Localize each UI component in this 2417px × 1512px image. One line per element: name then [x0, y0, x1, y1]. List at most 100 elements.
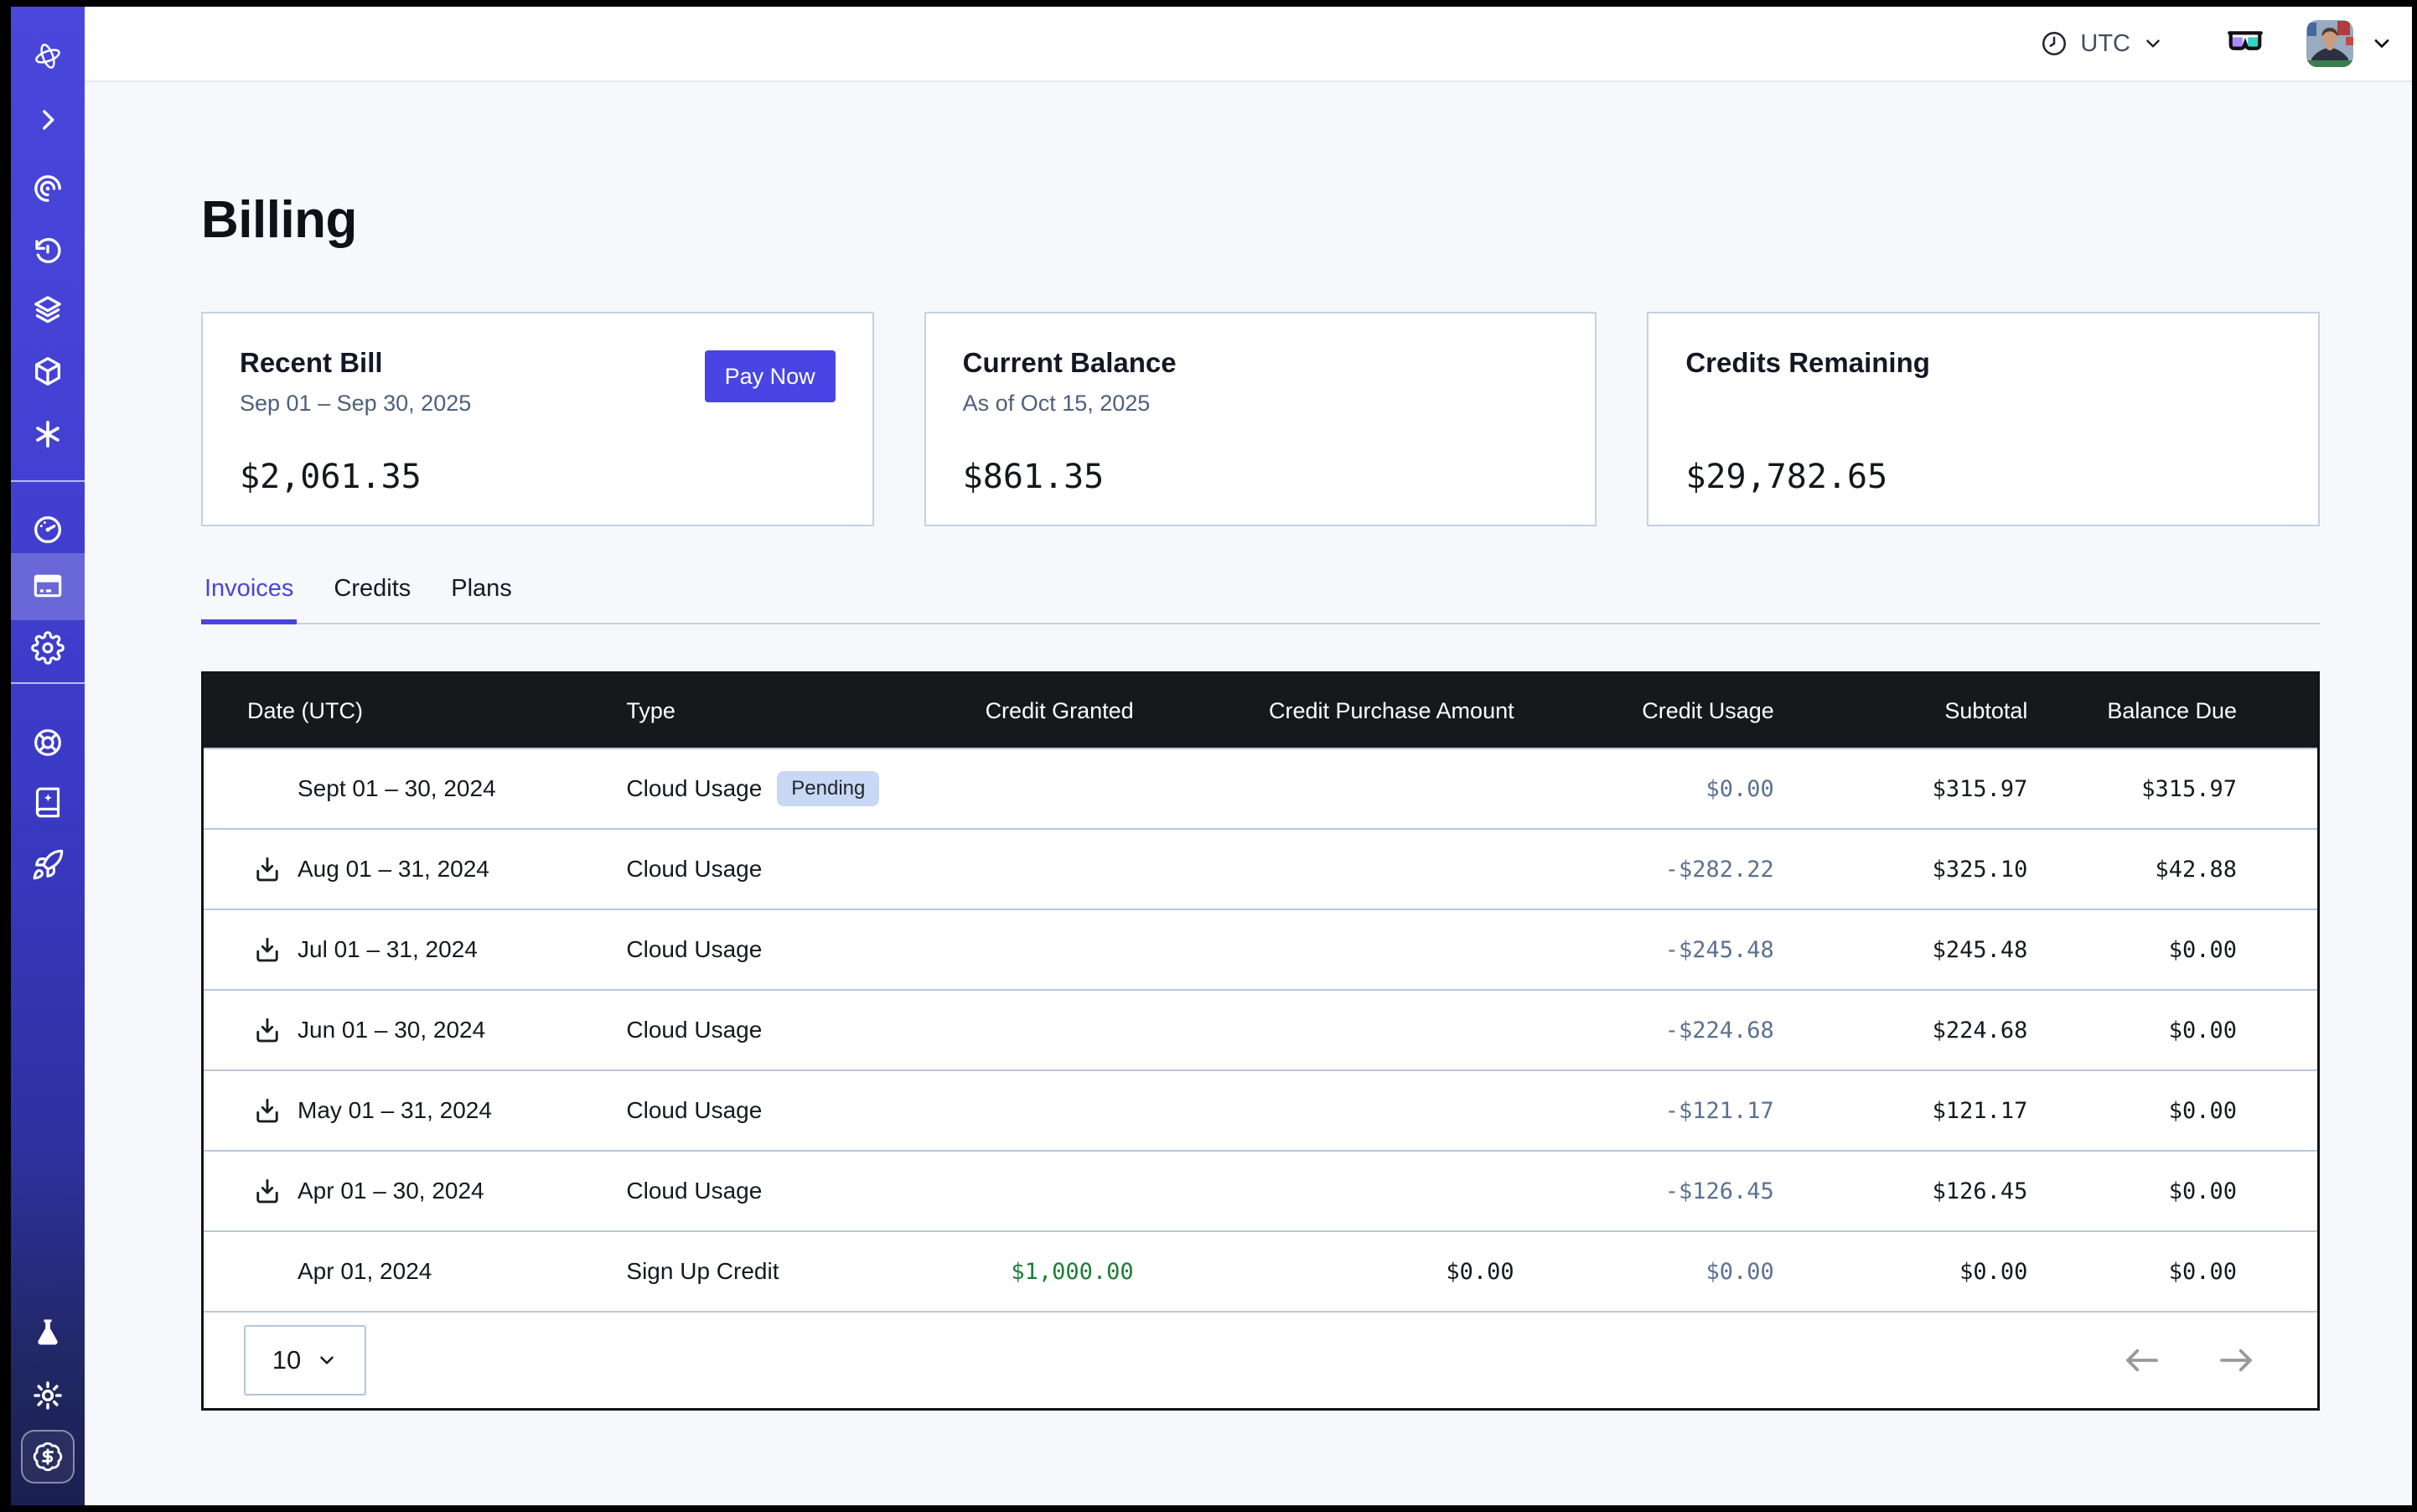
- cell-date: May 01 – 31, 2024: [204, 1070, 626, 1151]
- cell-credit-usage: $0.00: [1514, 748, 1774, 829]
- app-window: UTC: [0, 0, 2417, 1512]
- cell-credit-purchase-amount: [1134, 909, 1514, 990]
- card-title: Current Balance: [963, 347, 1559, 379]
- invoices-table: Date (UTC)TypeCredit GrantedCredit Purch…: [201, 671, 2320, 1411]
- next-page-arrow[interactable]: [2217, 1346, 2255, 1375]
- cell-date: Apr 01 – 30, 2024: [204, 1151, 626, 1231]
- column-header: Type: [626, 674, 880, 748]
- logo-icon[interactable]: [31, 39, 65, 73]
- previous-page-arrow[interactable]: [2123, 1346, 2161, 1375]
- brightness-sun-icon[interactable]: [31, 1379, 65, 1412]
- invoice-date: Sept 01 – 30, 2024: [298, 775, 496, 802]
- card-title: Credits Remaining: [1685, 347, 2281, 379]
- sidebar-divider: [11, 480, 85, 482]
- download-invoice-icon[interactable]: [252, 1176, 282, 1206]
- invoice-date: Apr 01 – 30, 2024: [298, 1178, 484, 1204]
- cell-balance-due: $0.00: [2027, 1151, 2317, 1231]
- gauge-icon[interactable]: [31, 513, 65, 546]
- column-header: Subtotal: [1774, 674, 2028, 748]
- invoice-type: Cloud Usage: [626, 1017, 762, 1043]
- invoice-row: Aug 01 – 31, 2024Cloud Usage-$282.22$325…: [204, 829, 2317, 909]
- support-wheel-icon[interactable]: [31, 726, 65, 759]
- invoice-type: Cloud Usage: [626, 856, 762, 882]
- billing-card-icon[interactable]: [31, 569, 65, 603]
- download-invoice-icon[interactable]: [252, 1015, 282, 1045]
- rocket-icon[interactable]: [31, 848, 65, 882]
- invoice-type: Cloud Usage: [626, 775, 762, 801]
- chevron-down-icon: [2142, 33, 2164, 54]
- sidebar: [11, 7, 85, 1505]
- settings-gear-icon[interactable]: [31, 631, 65, 665]
- cell-type: Sign Up Credit: [626, 1231, 880, 1311]
- cell-subtotal: $315.97: [1774, 748, 2028, 829]
- cube-icon[interactable]: [31, 355, 65, 388]
- cell-balance-due: $42.88: [2027, 829, 2317, 909]
- history-icon[interactable]: [31, 235, 65, 268]
- cell-type: Cloud Usage: [626, 1151, 880, 1231]
- cell-credit-purchase-amount: $0.00: [1134, 1231, 1514, 1311]
- cell-subtotal: $121.17: [1774, 1070, 2028, 1151]
- cell-credit-granted: $1,000.00: [880, 1231, 1134, 1311]
- timezone-selector[interactable]: UTC: [2040, 29, 2164, 58]
- recent-bill-card: Recent Bill Sep 01 – Sep 30, 2025 Pay No…: [201, 312, 874, 526]
- tab-plans[interactable]: Plans: [448, 575, 515, 623]
- download-invoice-icon[interactable]: [252, 935, 282, 965]
- observe-icon[interactable]: [31, 172, 65, 205]
- table-header-row: Date (UTC)TypeCredit GrantedCredit Purch…: [204, 674, 2317, 748]
- pay-now-button[interactable]: Pay Now: [705, 350, 836, 402]
- invoice-row: Jul 01 – 31, 2024Cloud Usage-$245.48$245…: [204, 909, 2317, 990]
- layers-icon[interactable]: [31, 293, 65, 327]
- table-body: Sept 01 – 30, 2024Cloud UsagePending$0.0…: [204, 748, 2317, 1311]
- tab-invoices[interactable]: Invoices: [201, 575, 297, 623]
- cell-credit-usage: -$282.22: [1514, 829, 1774, 909]
- card-title: Recent Bill: [240, 347, 471, 379]
- cell-balance-due: $315.97: [2027, 748, 2317, 829]
- credits-badge-button[interactable]: [21, 1430, 75, 1484]
- column-header: Credit Purchase Amount: [1134, 674, 1514, 748]
- credits-remaining-card: Credits Remaining $29,782.65: [1647, 312, 2320, 526]
- page-size-select[interactable]: 10: [244, 1325, 366, 1395]
- 3d-glasses-icon[interactable]: [2226, 30, 2264, 57]
- icon-spacer: [252, 1256, 282, 1287]
- page-size-value: 10: [272, 1345, 301, 1375]
- chevron-right-icon[interactable]: [34, 106, 62, 134]
- cell-credit-usage: -$245.48: [1514, 909, 1774, 990]
- invoice-row: Sept 01 – 30, 2024Cloud UsagePending$0.0…: [204, 748, 2317, 829]
- cell-date: Apr 01, 2024: [204, 1231, 626, 1311]
- invoice-type: Sign Up Credit: [626, 1258, 779, 1284]
- page-title: Billing: [201, 189, 2320, 251]
- cell-credit-purchase-amount: [1134, 1151, 1514, 1231]
- invoice-date: Aug 01 – 31, 2024: [298, 856, 489, 883]
- main-content: Billing Recent Bill Sep 01 – Sep 30, 202…: [85, 84, 2412, 1505]
- cell-credit-purchase-amount: [1134, 1070, 1514, 1151]
- cell-credit-granted: [880, 748, 1134, 829]
- invoice-row: Apr 01, 2024Sign Up Credit$1,000.00$0.00…: [204, 1231, 2317, 1311]
- summary-cards: Recent Bill Sep 01 – Sep 30, 2025 Pay No…: [201, 312, 2320, 526]
- cell-credit-granted: [880, 990, 1134, 1070]
- balance-as-of: As of Oct 15, 2025: [963, 391, 1559, 417]
- tab-credits[interactable]: Credits: [330, 575, 414, 623]
- current-balance-amount: $861.35: [963, 458, 1559, 496]
- download-invoice-icon[interactable]: [252, 854, 282, 884]
- invoice-type: Cloud Usage: [626, 1097, 762, 1123]
- billing-tabs: Invoices Credits Plans: [201, 575, 2320, 624]
- cell-credit-granted: [880, 1070, 1134, 1151]
- user-menu[interactable]: [2306, 20, 2394, 67]
- cell-date: Jun 01 – 30, 2024: [204, 990, 626, 1070]
- cell-type: Cloud Usage: [626, 909, 880, 990]
- cell-credit-usage: -$121.17: [1514, 1070, 1774, 1151]
- clock-icon: [2040, 29, 2068, 58]
- download-invoice-icon[interactable]: [252, 1095, 282, 1126]
- cell-type: Cloud Usage: [626, 829, 880, 909]
- asterisk-icon[interactable]: [31, 417, 65, 451]
- cell-subtotal: $245.48: [1774, 909, 2028, 990]
- docs-book-icon[interactable]: [31, 785, 65, 819]
- flask-icon[interactable]: [31, 1317, 65, 1350]
- cell-type: Cloud Usage: [626, 1070, 880, 1151]
- cell-balance-due: $0.00: [2027, 1070, 2317, 1151]
- invoice-date: May 01 – 31, 2024: [298, 1097, 492, 1124]
- invoice-row: May 01 – 31, 2024 Cloud Usage -$121.17$121…: [204, 1070, 2317, 1151]
- cell-balance-due: $0.00: [2027, 1231, 2317, 1311]
- cell-credit-purchase-amount: [1134, 748, 1514, 829]
- cell-credit-granted: [880, 829, 1134, 909]
